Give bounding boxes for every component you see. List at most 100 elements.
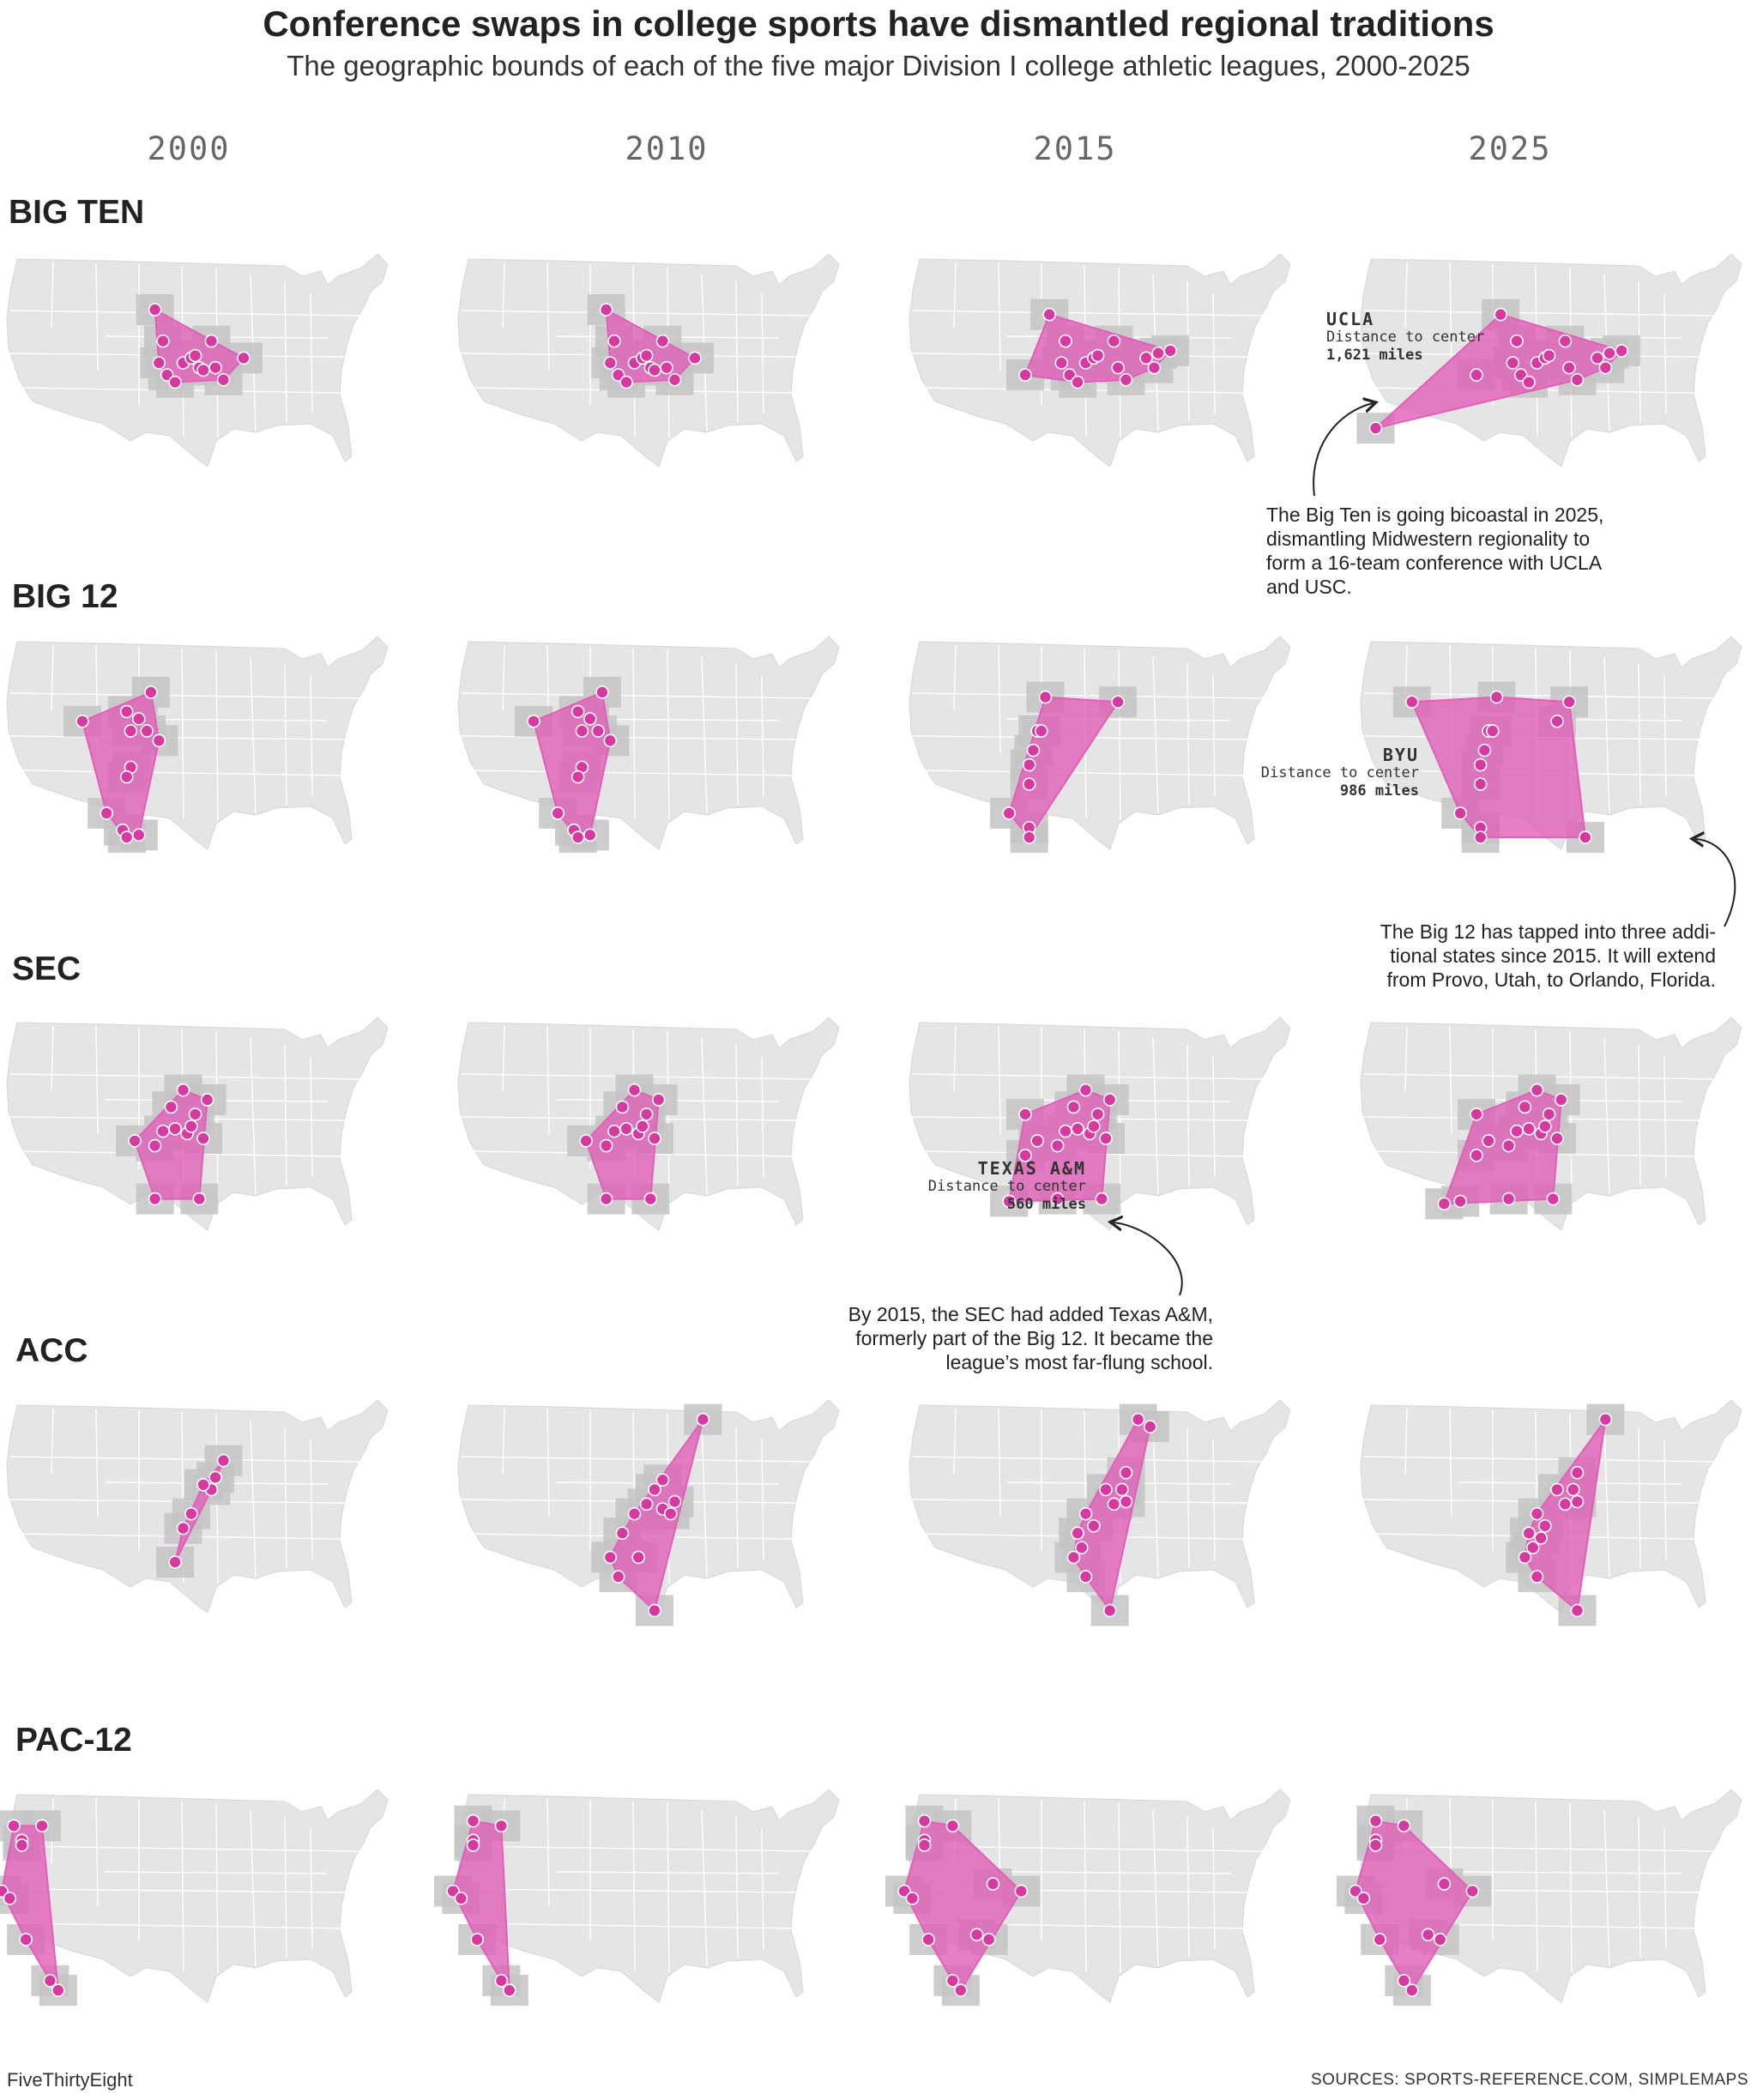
note-line: league’s most far-flung school. <box>945 1351 1213 1373</box>
state-border <box>735 1044 739 1186</box>
school-point <box>1542 348 1556 363</box>
map-sec-2015 <box>909 1017 1291 1231</box>
school-point <box>1022 757 1036 772</box>
school-point <box>571 769 585 784</box>
map-acc-2010 <box>457 1399 840 1626</box>
state-border <box>701 656 708 814</box>
school-point <box>1494 307 1507 322</box>
school-point <box>639 1107 654 1121</box>
state-border <box>1152 1809 1159 1967</box>
map-big-12-2025 <box>1360 636 1742 854</box>
school-point <box>1397 1974 1411 1988</box>
state-border <box>1363 310 1717 317</box>
map-acc-2015 <box>909 1399 1291 1626</box>
school-point <box>1087 1518 1101 1533</box>
school-point <box>51 1983 65 1997</box>
school-point <box>1562 695 1576 709</box>
callout-distance-label: Distance to center <box>1326 329 1485 346</box>
state-border <box>1212 1056 1216 1178</box>
state-border <box>953 1408 957 1475</box>
school-point <box>1095 1192 1109 1206</box>
school-point <box>188 1107 202 1121</box>
callout-ucla: UCLA Distance to center 1,621 miles <box>1326 311 1484 365</box>
state-border <box>51 1025 54 1092</box>
state-border <box>921 769 1245 776</box>
state-border <box>998 644 1001 754</box>
map-acc-2025 <box>1360 1399 1742 1626</box>
state-border <box>1212 675 1216 797</box>
school-point <box>494 1819 509 1833</box>
school-point <box>1054 356 1069 370</box>
state-border <box>1638 1044 1641 1186</box>
school-point <box>981 1933 996 1946</box>
school-point <box>1501 1138 1516 1153</box>
school-point <box>1546 1192 1561 1206</box>
school-point <box>156 1124 170 1138</box>
school-point <box>196 1478 210 1492</box>
callout-texas-am: TEXAS A&M Distance to center 560 miles <box>858 1160 1086 1214</box>
note-big-12: The Big 12 has tapped into three addi- t… <box>1270 920 1716 992</box>
school-point <box>1078 1083 1093 1097</box>
school-point <box>1554 1093 1568 1107</box>
school-point <box>470 1933 485 1946</box>
state-border <box>701 1037 708 1195</box>
us-basemap <box>457 1789 840 2003</box>
state-border <box>761 1056 764 1178</box>
school-point <box>1489 690 1504 704</box>
state-border <box>461 1845 814 1852</box>
school-point <box>1002 1194 1016 1209</box>
school-point <box>527 715 540 728</box>
note-line: from Provo, Utah, to Orlando, Florida. <box>1386 969 1717 991</box>
map-big-ten-2025 <box>1356 253 1742 468</box>
state-border <box>95 262 99 371</box>
state-border <box>667 649 670 821</box>
school-point <box>969 1928 984 1942</box>
state-border <box>1535 1801 1538 1972</box>
school-point <box>119 704 134 719</box>
school-point <box>140 724 154 738</box>
school-point <box>639 348 654 363</box>
state-border <box>284 1816 287 1958</box>
school-point <box>1071 1526 1084 1540</box>
state-border <box>761 1828 764 1950</box>
school-point <box>1473 830 1488 844</box>
school-point <box>184 1119 198 1133</box>
school-point <box>75 715 89 728</box>
note-line: and USC. <box>1266 576 1352 598</box>
state-border <box>1638 663 1641 806</box>
school-point <box>643 1192 658 1206</box>
year-header-2000: 2000 <box>147 130 231 167</box>
map-big-ten-2000 <box>6 253 389 468</box>
note-line: dismantling Midwestern regionality to <box>1266 528 1591 550</box>
year-header-2010: 2010 <box>625 130 709 167</box>
callout-distance-label: Distance to center <box>927 1178 1086 1195</box>
school-point <box>1470 1107 1483 1121</box>
state-border <box>632 648 636 819</box>
school-point <box>1111 360 1125 375</box>
school-point <box>1510 334 1524 348</box>
school-point <box>611 1570 625 1584</box>
school-point <box>648 1482 661 1497</box>
school-point <box>1538 1518 1552 1533</box>
state-border <box>469 1922 794 1929</box>
state-border <box>1152 1037 1159 1195</box>
school-point <box>168 375 182 389</box>
state-border <box>250 1809 257 1967</box>
conference-label-sec: SEC <box>12 950 82 987</box>
school-point <box>100 806 113 820</box>
callout-school: UCLA <box>1326 309 1375 329</box>
state-border <box>912 1456 1265 1463</box>
map-pac-12-2025 <box>1337 1789 1742 2006</box>
state-border <box>1186 1427 1190 1569</box>
school-point <box>1002 806 1016 820</box>
school-point <box>1075 1541 1089 1554</box>
school-point <box>627 1083 642 1097</box>
school-point <box>664 1506 678 1521</box>
school-point <box>1102 1093 1117 1107</box>
school-point <box>148 1138 162 1153</box>
state-border <box>632 1801 636 1972</box>
state-border <box>95 1408 99 1518</box>
school-point <box>1534 1531 1548 1545</box>
state-border <box>912 310 1265 317</box>
map-sec-2010 <box>457 1017 840 1231</box>
